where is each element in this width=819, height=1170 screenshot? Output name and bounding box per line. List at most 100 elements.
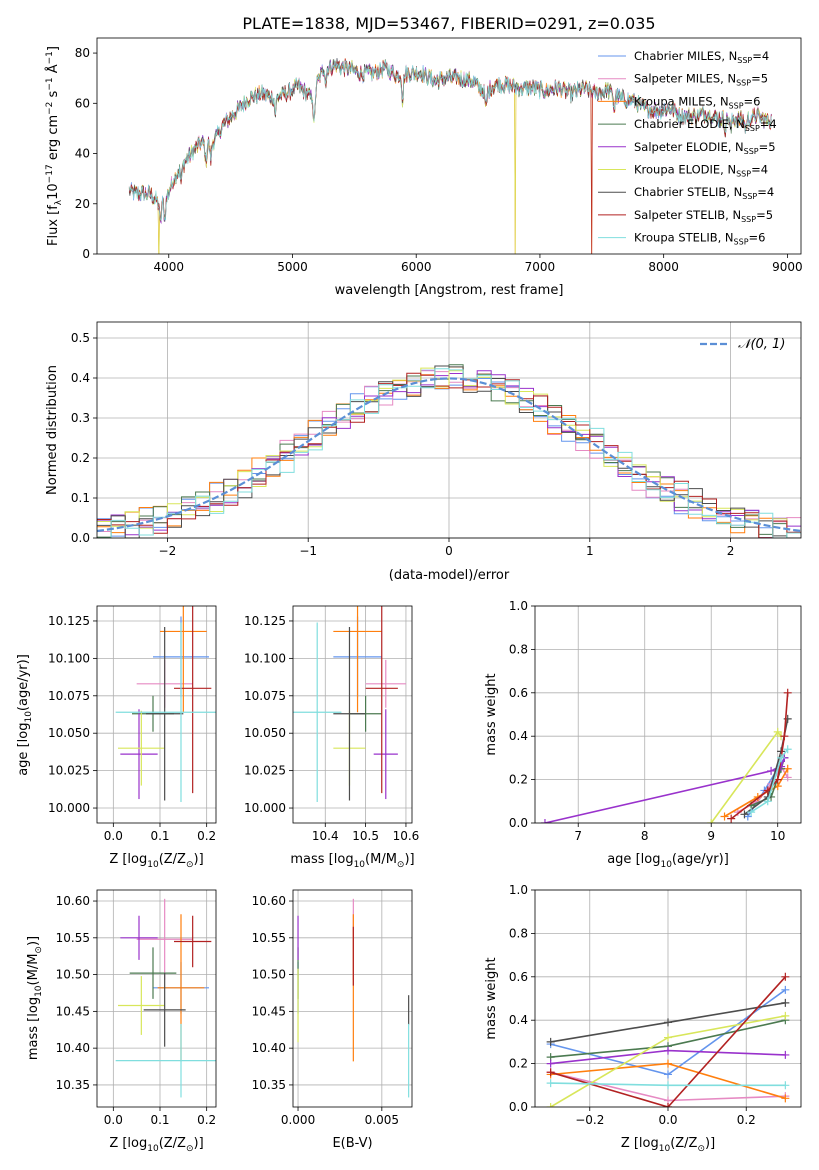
- histogram-series: [97, 365, 801, 538]
- grid-lines: [97, 322, 801, 539]
- panel-Z-weight: −0.2 0.0 0.2 0.0 0.2 0.4 0.6 0.8 1.0 Z [log10(Z/Z…: [484, 883, 802, 1154]
- axes-frame: [96, 605, 217, 824]
- x-tick-label: 0.000: [281, 1113, 315, 1127]
- y-tick-label: 10.100: [244, 651, 286, 665]
- y-tick-label: 0.4: [509, 1013, 528, 1027]
- axes-frame: [96, 889, 217, 1108]
- weight-point-marker: [664, 1059, 672, 1068]
- x-tick-label: 10: [770, 829, 785, 843]
- x-axis-label: wavelength [Angstrom, rest frame]: [335, 283, 564, 298]
- weight-point-marker: [664, 1018, 672, 1027]
- legend-entry: Chabrier ELODIE, NSSP=4: [634, 117, 777, 133]
- y-tick-label: 0.4: [509, 729, 528, 743]
- weight-point-marker: [707, 819, 716, 823]
- y-tick-label: 0.4: [71, 371, 90, 385]
- y-tick-label: 10.40: [56, 1041, 90, 1055]
- y-tick-label: 10.050: [48, 726, 90, 740]
- x-axis-label: Z [log10(Z/Z⊙)]: [621, 1136, 715, 1154]
- axes-frame: [292, 889, 413, 1108]
- legend-entry: Kroupa STELIB, NSSP=6: [634, 231, 765, 247]
- axes-frame: [96, 37, 802, 255]
- x-tick-label: 7: [574, 829, 582, 843]
- weight-point-marker: [783, 745, 792, 754]
- y-tick-label: 0.8: [509, 926, 528, 940]
- weight-series-line: [544, 757, 786, 823]
- legend-entry: 𝒩(0, 1): [738, 337, 785, 352]
- histogram-series: [97, 372, 801, 538]
- y-tick-label: 60: [75, 96, 90, 110]
- y-tick-label: 0.2: [509, 1057, 528, 1071]
- histogram-series: [97, 368, 801, 538]
- y-tick-label: 10.40: [252, 1041, 286, 1055]
- y-tick-label: 10.125: [244, 614, 286, 628]
- y-tick-label: 10.050: [244, 726, 286, 740]
- y-tick-label: 10.45: [252, 1004, 286, 1018]
- y-tick-label: 80: [75, 46, 90, 60]
- weight-series-line: [750, 748, 789, 813]
- figure-title: PLATE=1838, MJD=53467, FIBERID=0291, z=0…: [242, 14, 655, 33]
- grid-lines: [97, 890, 216, 1107]
- y-tick-label: 0.6: [509, 970, 528, 984]
- y-tick-label: 10.55: [56, 931, 90, 945]
- residual-panel: −2 −1 0 1 2 0.0 0.1 0.2 0.3 0.4 0.5 𝒩(0, 1) (data-mo…: [45, 321, 802, 583]
- x-axis-label: Z [log10(Z/Z⊙)]: [109, 852, 203, 870]
- y-tick-label: 10.000: [48, 801, 90, 815]
- x-tick-label: 10.4: [312, 829, 339, 843]
- x-axis-label: Z [log10(Z/Z⊙)]: [109, 1136, 203, 1154]
- weight-point-marker: [664, 1033, 672, 1042]
- x-tick-label: 6000: [401, 260, 432, 274]
- legend-entry: Kroupa MILES, NSSP=6: [634, 94, 760, 110]
- y-tick-label: 10.025: [244, 764, 286, 778]
- y-axis-label: mass weight: [484, 957, 499, 1039]
- weight-point-marker: [781, 1081, 790, 1090]
- weight-point-marker: [783, 773, 792, 782]
- x-tick-label: 5000: [277, 260, 308, 274]
- x-tick-label: 0.005: [365, 1113, 399, 1127]
- weight-point-marker: [781, 1011, 790, 1020]
- axes-frame: [534, 889, 802, 1108]
- y-tick-label: 1.0: [509, 599, 528, 613]
- weight-point-marker: [740, 810, 749, 819]
- y-tick-label: 10.45: [56, 1004, 90, 1018]
- plot-area: [115, 606, 216, 803]
- x-axis-label: mass [log10(M/M⊙)]: [290, 852, 414, 870]
- axis-ticks: −2 −1 0 1 2 0.0 0.1 0.2 0.3 0.4 0.5: [71, 331, 735, 558]
- y-tick-label: 10.000: [244, 801, 286, 815]
- y-tick-label: 1.0: [509, 883, 528, 897]
- panel-mass-age: 10.4 10.5 10.6 10.000 10.025 10.050 10.075 10.1…: [244, 605, 419, 870]
- y-tick-label: 10.075: [244, 689, 286, 703]
- weight-point-marker: [780, 732, 789, 741]
- x-axis-label: age [log10(age/yr)]: [607, 852, 729, 870]
- y-tick-label: 10.125: [48, 614, 90, 628]
- x-tick-label: 8000: [648, 260, 679, 274]
- weight-point-marker: [781, 998, 790, 1007]
- weight-point-marker: [777, 753, 786, 762]
- y-tick-label: 10.100: [48, 651, 90, 665]
- axis-ticks: 4000 5000 6000 7000 8000 9000 0 20 40 60 80: [75, 46, 803, 274]
- y-tick-label: 10.60: [56, 894, 90, 908]
- weight-point-marker: [783, 688, 792, 697]
- x-tick-label: 4000: [153, 260, 184, 274]
- weight-point-marker: [781, 1050, 790, 1059]
- plot-area: [297, 898, 410, 1098]
- axis-ticks: 0.000 0.005 10.35 10.40 10.45 10.50 10.55 10.60: [252, 894, 399, 1127]
- y-tick-label: 0.0: [509, 816, 528, 830]
- x-tick-label: 8: [641, 829, 649, 843]
- weight-point-marker: [664, 1046, 672, 1055]
- x-tick-label: 9000: [772, 260, 803, 274]
- y-tick-label: 0.5: [71, 331, 90, 345]
- weight-point-marker: [546, 1059, 555, 1068]
- legend-entry: Salpeter ELODIE, NSSP=5: [634, 140, 776, 156]
- y-axis-label-group: mass [log10(M/M⊙)]: [26, 936, 44, 1060]
- x-tick-label: −2: [159, 544, 177, 558]
- weight-point-marker: [664, 1070, 672, 1079]
- spectrum-panel: 4000 5000 6000 7000 8000 9000 0 20 40 60 80 wavelen…: [45, 37, 803, 298]
- x-tick-label: −0.2: [575, 1113, 604, 1127]
- y-tick-label: 10.075: [48, 689, 90, 703]
- x-axis-label: E(B-V): [332, 1136, 372, 1151]
- y-tick-label: 40: [75, 147, 90, 161]
- axis-ticks: 10.4 10.5 10.6 10.000 10.025 10.050 10.075 10.1…: [244, 614, 419, 843]
- gaussian-curve: [97, 377, 801, 533]
- weight-point-marker: [546, 1068, 555, 1077]
